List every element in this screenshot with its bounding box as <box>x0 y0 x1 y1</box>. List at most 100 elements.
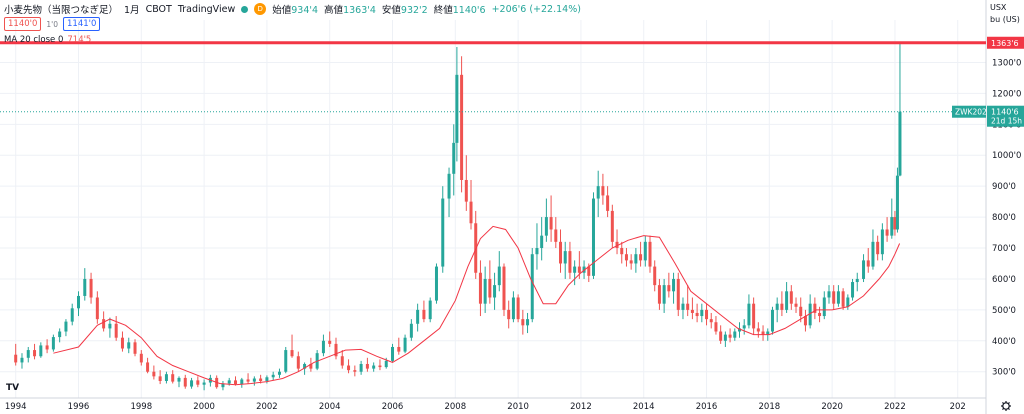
candle-body <box>221 383 225 388</box>
candle-body <box>893 217 897 230</box>
candle-body <box>397 346 401 352</box>
candle-body <box>690 309 694 313</box>
candle-body <box>841 291 845 307</box>
candle-body <box>403 337 407 352</box>
candle-body <box>146 362 150 372</box>
candle-body <box>164 374 168 381</box>
candle-body <box>33 350 37 357</box>
low-label: 安値 <box>381 5 401 16</box>
candle-body <box>521 319 525 326</box>
status-badge[interactable]: D <box>254 3 267 15</box>
interval-label[interactable]: 1月 <box>124 5 140 16</box>
time-tick-label: 2010 <box>507 402 529 412</box>
time-tick-label: 202 <box>950 402 966 412</box>
candle-body <box>596 186 600 199</box>
time-tick-label: 2016 <box>696 402 718 412</box>
candle-body <box>171 374 175 382</box>
candle-body <box>634 254 638 264</box>
candle-body <box>469 201 473 224</box>
candle-body <box>321 340 325 354</box>
candle-body <box>624 254 628 261</box>
candle-body <box>353 370 357 372</box>
candle-body <box>723 334 727 341</box>
candle-body <box>246 379 250 382</box>
candle-body <box>752 303 756 329</box>
candle-body <box>880 229 884 255</box>
candle-body <box>808 303 812 326</box>
time-tick-label: 2008 <box>444 402 466 412</box>
price-tick-label: 1200'0 <box>992 89 1021 99</box>
candle-body <box>284 350 288 372</box>
candle-body <box>747 303 751 326</box>
candle-body <box>610 210 614 242</box>
time-tick-label: 2018 <box>759 402 781 412</box>
sell-button[interactable]: 1140'0 <box>4 17 42 31</box>
candle-body <box>789 291 793 304</box>
candle-body <box>460 74 464 180</box>
candle-body <box>871 241 875 267</box>
candle-body <box>89 278 93 298</box>
buy-button[interactable]: 1141'0 <box>63 17 101 31</box>
ma-line <box>53 225 901 386</box>
ticker-label: ZWK2022 <box>955 108 992 117</box>
candle-body <box>359 363 363 372</box>
price-tick-label: 700'0 <box>992 244 1016 254</box>
candle-body <box>372 365 376 369</box>
candle-body <box>493 285 497 298</box>
candle-body <box>152 371 156 377</box>
candle-body <box>26 350 30 358</box>
price-tick-label: 300'0 <box>992 368 1016 378</box>
candle-body <box>876 241 880 255</box>
indicator-label: MA 20 close 0 <box>4 35 64 45</box>
candle-body <box>761 331 765 335</box>
candle-body <box>643 241 647 261</box>
price-tick-label: 900'0 <box>992 182 1016 192</box>
candle-body <box>488 278 492 298</box>
candle-body <box>898 111 902 176</box>
candle-body <box>851 282 855 298</box>
candle-body <box>45 345 49 350</box>
candle-body <box>422 309 426 320</box>
candle-body <box>803 316 807 326</box>
candle-body <box>822 297 826 317</box>
candle-body <box>568 251 572 273</box>
unit-select[interactable]: bu (US) <box>990 15 1020 24</box>
open-value: 934'4 <box>291 5 319 16</box>
candle-body <box>766 331 770 335</box>
candle-body <box>742 325 746 329</box>
symbol-title[interactable]: 小麦先物（当限つなぎ足） <box>4 5 119 16</box>
high-price-tag <box>987 36 1024 49</box>
candle-body <box>409 323 413 338</box>
source-label: TradingView <box>177 3 236 15</box>
candle-body <box>653 266 657 286</box>
candle-body <box>540 235 544 249</box>
candle-body <box>39 345 43 357</box>
candle-body <box>667 285 671 292</box>
candle-body <box>657 285 661 304</box>
candle-body <box>83 278 87 296</box>
currency-label[interactable]: USX <box>990 3 1007 12</box>
candle-body <box>780 303 784 310</box>
candle-body <box>591 198 595 276</box>
time-tick-label: 2004 <box>319 402 341 412</box>
candle-body <box>672 278 676 292</box>
exchange-label: CBOT <box>145 3 172 15</box>
candle-body <box>14 354 18 363</box>
candle-body <box>240 379 244 385</box>
low-value: 932'2 <box>400 5 428 16</box>
candle-body <box>271 374 275 378</box>
time-tick-label: 2012 <box>570 402 592 412</box>
settings-gear-icon[interactable] <box>1001 401 1011 411</box>
candle-body <box>554 229 558 242</box>
candle-body <box>158 376 162 381</box>
candle-body <box>728 334 732 338</box>
candle-body <box>827 291 831 298</box>
candle-body <box>855 278 859 283</box>
candle-body <box>303 363 307 369</box>
candle-body <box>862 260 866 279</box>
indicator-legend[interactable]: MA 20 close 0 714'5 <box>4 35 91 45</box>
candle-body <box>70 308 74 322</box>
candle-body <box>582 266 586 273</box>
gear-tooth <box>1002 407 1005 410</box>
